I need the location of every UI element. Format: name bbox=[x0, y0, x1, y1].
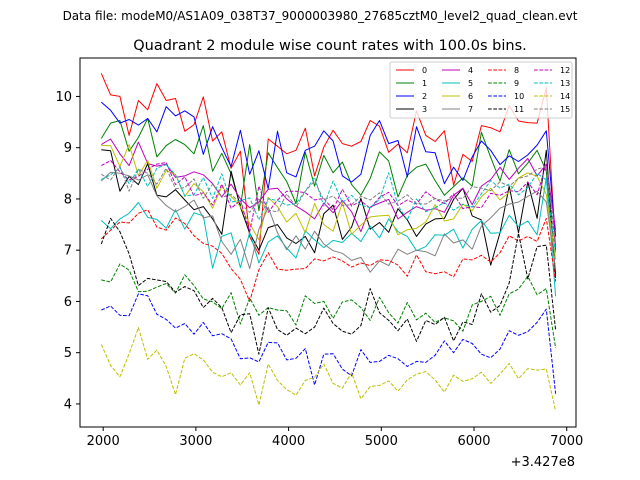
legend-label-3: 3 bbox=[422, 105, 427, 114]
series-line-14 bbox=[100, 327, 557, 412]
series-lines bbox=[100, 73, 557, 412]
y-tick-label: 6 bbox=[64, 295, 72, 310]
series-line-8 bbox=[100, 209, 557, 302]
y-tick-label: 4 bbox=[64, 397, 72, 412]
figure-suptitle: Data file: modeM0/AS1A09_038T37_90000039… bbox=[63, 9, 578, 23]
legend-label-9: 9 bbox=[514, 79, 519, 88]
series-line-3 bbox=[101, 149, 557, 278]
series-line-9 bbox=[101, 263, 557, 349]
legend-label-11: 11 bbox=[514, 105, 524, 114]
series-line-15 bbox=[101, 165, 557, 243]
x-tick-label: 3000 bbox=[179, 434, 212, 449]
y-tick-label: 7 bbox=[64, 244, 72, 259]
legend-label-5: 5 bbox=[468, 79, 473, 88]
series-line-6 bbox=[101, 144, 557, 260]
legend-label-0: 0 bbox=[422, 66, 427, 75]
legend-label-12: 12 bbox=[560, 66, 570, 75]
legend-box bbox=[389, 61, 573, 119]
series-line-2 bbox=[100, 101, 557, 237]
plot-frame bbox=[79, 57, 577, 428]
legend-label-1: 1 bbox=[422, 79, 427, 88]
x-offset-label: +3.427e8 bbox=[511, 455, 575, 470]
y-tick-label: 9 bbox=[64, 141, 72, 156]
legend-label-15: 15 bbox=[560, 105, 570, 114]
legend-label-8: 8 bbox=[514, 66, 519, 75]
x-tick-label: 7000 bbox=[550, 434, 583, 449]
series-line-7 bbox=[100, 171, 557, 273]
series-line-1 bbox=[100, 118, 557, 274]
x-tick-label: 6000 bbox=[457, 434, 490, 449]
y-tick-label: 10 bbox=[55, 90, 72, 105]
series-line-11 bbox=[100, 217, 557, 355]
series-line-13 bbox=[101, 164, 557, 255]
series-line-12 bbox=[101, 160, 557, 248]
legend-label-2: 2 bbox=[422, 92, 427, 101]
legend-label-6: 6 bbox=[468, 92, 473, 101]
legend-label-4: 4 bbox=[468, 66, 473, 75]
legend-label-13: 13 bbox=[560, 79, 570, 88]
axes: 2000 3000 4000 5000 6000 7000 4 5 6 7 8 9 10 bbox=[55, 90, 583, 449]
x-tick-label: 5000 bbox=[365, 434, 398, 449]
y-tick-label: 8 bbox=[64, 192, 72, 207]
chart-title: Quadrant 2 module wise count rates with … bbox=[133, 38, 527, 54]
x-tick-label: 4000 bbox=[272, 434, 305, 449]
y-tick-label: 5 bbox=[64, 346, 72, 361]
legend-label-7: 7 bbox=[468, 105, 473, 114]
legend-label-14: 14 bbox=[560, 92, 570, 101]
series-line-10 bbox=[101, 293, 557, 394]
legend-label-10: 10 bbox=[514, 92, 524, 101]
x-tick-label: 2000 bbox=[87, 434, 120, 449]
series-line-0 bbox=[100, 73, 557, 255]
series-line-5 bbox=[100, 177, 557, 297]
